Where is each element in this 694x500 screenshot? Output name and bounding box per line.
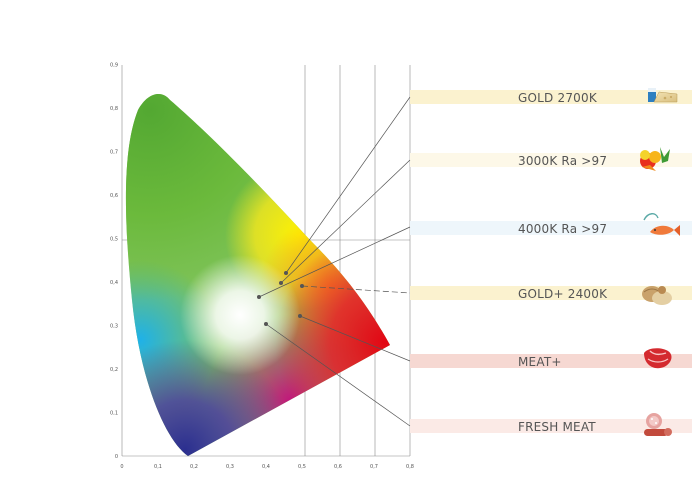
y-tick-label: 0,2 <box>110 367 118 373</box>
legend-label-gold-plus-2400k: GOLD+ 2400K <box>518 287 608 301</box>
y-tick-label: 0,3 <box>110 324 118 330</box>
y-tick-label: 0,8 <box>110 106 118 112</box>
cheese-and-milk-icon <box>648 88 678 103</box>
point-gold-2700k <box>284 271 288 275</box>
spectral-locus <box>125 94 390 456</box>
y-tick-label: 0 <box>115 454 118 460</box>
legend-band-meat-plus <box>410 354 692 368</box>
y-tick-label: 0,9 <box>110 63 118 69</box>
sausage-and-ham-icon <box>644 413 672 436</box>
y-tick-label: 0,1 <box>110 411 118 417</box>
point-3000k <box>279 281 283 285</box>
legend-label-fresh-meat: FRESH MEAT <box>518 420 596 434</box>
fish-icon <box>643 213 680 236</box>
leader-line-fresh-meat <box>265 323 411 427</box>
y-tick-label: 0,7 <box>110 150 118 156</box>
leader-line-meat-plus <box>299 315 411 362</box>
x-tick-label: 0,3 <box>226 464 234 470</box>
y-axis-ticks: 0 0,1 0,2 0,3 0,4 0,5 0,6 0,7 0,8 0,9 <box>110 63 118 461</box>
x-tick-label: 0,8 <box>406 464 414 470</box>
legend-label-4000k: 4000K Ra >97 <box>518 222 607 236</box>
legend: GOLD 2700K 3000K Ra >97 4000K Ra >97 GOL… <box>410 90 692 434</box>
point-gold-plus-2400k <box>300 284 304 288</box>
x-tick-label: 0,7 <box>370 464 378 470</box>
fruit-and-vegetables-icon <box>640 147 670 171</box>
x-tick-label: 0,5 <box>298 464 306 470</box>
y-tick-label: 0,4 <box>110 280 118 286</box>
point-fresh-meat <box>264 322 268 326</box>
legend-band-gold-plus-2400k <box>410 286 692 300</box>
light-points <box>257 271 304 326</box>
leader-line-4000k <box>258 226 411 298</box>
x-tick-label: 0,2 <box>190 464 198 470</box>
legend-band-4000k <box>410 221 692 235</box>
leader-lines <box>258 96 411 427</box>
leader-line-gold-2700k <box>285 96 411 274</box>
x-tick-label: 0,1 <box>154 464 162 470</box>
legend-band-gold-2700k <box>410 90 692 104</box>
leader-line-gold-plus-2400k <box>301 285 411 294</box>
point-4000k <box>257 295 261 299</box>
bread-icon <box>642 286 672 305</box>
legend-label-3000k: 3000K Ra >97 <box>518 154 607 168</box>
x-tick-label: 0,4 <box>262 464 270 470</box>
legend-label-meat-plus: MEAT+ <box>518 355 562 369</box>
legend-band-fresh-meat <box>410 419 692 433</box>
point-meat-plus <box>298 314 302 318</box>
leader-line-3000k <box>280 159 411 284</box>
legend-band-3000k <box>410 153 692 167</box>
x-tick-label: 0 <box>120 464 123 470</box>
x-axis-ticks: 0 0,1 0,2 0,3 0,4 0,5 0,6 0,7 0,8 <box>120 464 414 470</box>
meat-icon <box>644 348 672 369</box>
legend-label-gold-2700k: GOLD 2700K <box>518 91 598 105</box>
x-tick-label: 0,6 <box>334 464 342 470</box>
y-tick-label: 0,6 <box>110 193 118 199</box>
y-tick-label: 0,5 <box>110 237 118 243</box>
